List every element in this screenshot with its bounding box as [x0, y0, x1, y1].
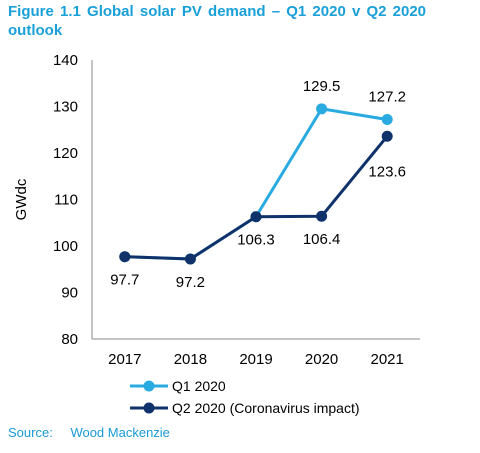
y-axis-label: GWdc [13, 178, 30, 220]
x-tick-label: 2019 [239, 351, 272, 368]
data-point [316, 210, 328, 222]
data-label: 97.7 [110, 272, 139, 289]
legend-swatch-marker [143, 380, 155, 392]
legend-label: Q2 2020 (Coronavirus impact) [172, 400, 360, 416]
data-point [381, 130, 393, 142]
legend: Q1 2020 Q2 2020 (Coronavirus impact) [130, 378, 360, 416]
data-label: 129.5 [303, 78, 341, 95]
data-point [119, 251, 131, 263]
chart-axes [91, 60, 420, 340]
x-tick-label: 2018 [174, 351, 207, 368]
source-note: Source: Wood Mackenzie [8, 425, 170, 440]
data-label: 106.3 [237, 232, 275, 249]
data-label: 97.2 [176, 274, 205, 291]
x-tick-label: 2021 [371, 351, 404, 368]
x-tick-labels: 2017 2018 2019 2020 2021 [108, 351, 404, 368]
y-tick-label: 100 [53, 238, 78, 255]
data-point [316, 103, 328, 115]
y-tick-label: 90 [61, 285, 78, 302]
legend-swatch-marker [143, 402, 155, 414]
y-tick-label: 80 [61, 331, 78, 348]
data-point [184, 253, 196, 265]
y-tick-labels: 80 90 100 110 120 130 140 [53, 52, 78, 348]
y-tick-label: 120 [53, 145, 78, 162]
data-label: 127.2 [368, 89, 406, 106]
source-value: Wood Mackenzie [70, 425, 170, 440]
legend-label: Q1 2020 [172, 378, 226, 394]
data-label: 106.4 [303, 231, 341, 248]
source-label: Source: [8, 425, 53, 440]
data-labels: 129.5 127.2 97.7 97.2 106.3 106.4 123.6 [110, 78, 406, 291]
y-tick-label: 110 [54, 192, 78, 209]
data-point [250, 211, 262, 223]
data-label: 123.6 [368, 163, 406, 180]
data-point [381, 114, 393, 126]
chart-title: Figure 1.1 Global solar PV demand – Q1 2… [8, 3, 427, 39]
x-tick-label: 2017 [108, 351, 141, 368]
y-tick-label: 130 [53, 99, 78, 116]
series-lines [119, 103, 393, 265]
x-tick-label: 2020 [305, 351, 338, 368]
y-tick-label: 140 [53, 52, 78, 69]
